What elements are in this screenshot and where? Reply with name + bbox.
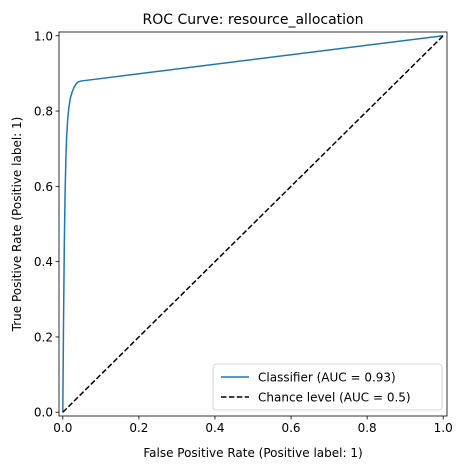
axes-frame bbox=[58, 31, 448, 417]
x-axis-label: False Positive Rate (Positive label: 1) bbox=[143, 446, 362, 460]
y-axis-label: True Positive Rate (Positive label: 1) bbox=[10, 117, 24, 333]
legend-label-0: Classifier (AUC = 0.93) bbox=[258, 371, 396, 385]
y-tick-label: 0.4 bbox=[34, 255, 53, 269]
legend-label-1: Chance level (AUC = 0.5) bbox=[258, 391, 411, 405]
x-tick-label: 0.2 bbox=[129, 421, 148, 435]
chart-title: ROC Curve: resource_allocation bbox=[142, 12, 363, 28]
x-axis-ticks: 0.0 0.2 0.4 0.6 0.8 1.0 bbox=[53, 416, 453, 435]
y-tick-label: 0.0 bbox=[34, 406, 53, 420]
y-tick-label: 0.8 bbox=[34, 105, 53, 119]
x-tick-label: 0.0 bbox=[53, 421, 72, 435]
legend-box bbox=[212, 363, 443, 411]
legend: Classifier (AUC = 0.93) Chance level (AUC… bbox=[212, 363, 443, 411]
series-line-0 bbox=[62, 35, 444, 413]
x-tick-label: 1.0 bbox=[434, 421, 453, 435]
x-tick-label: 0.8 bbox=[358, 421, 377, 435]
x-tick-label: 0.6 bbox=[281, 421, 300, 435]
y-tick-label: 0.2 bbox=[34, 330, 53, 344]
x-tick-label: 0.4 bbox=[205, 421, 224, 435]
y-tick-label: 0.6 bbox=[34, 180, 53, 194]
y-axis-ticks: 0.0 0.2 0.4 0.6 0.8 1.0 bbox=[34, 29, 59, 420]
series-line-1 bbox=[62, 35, 444, 413]
y-tick-label: 1.0 bbox=[34, 29, 53, 43]
plot-area bbox=[58, 31, 448, 417]
